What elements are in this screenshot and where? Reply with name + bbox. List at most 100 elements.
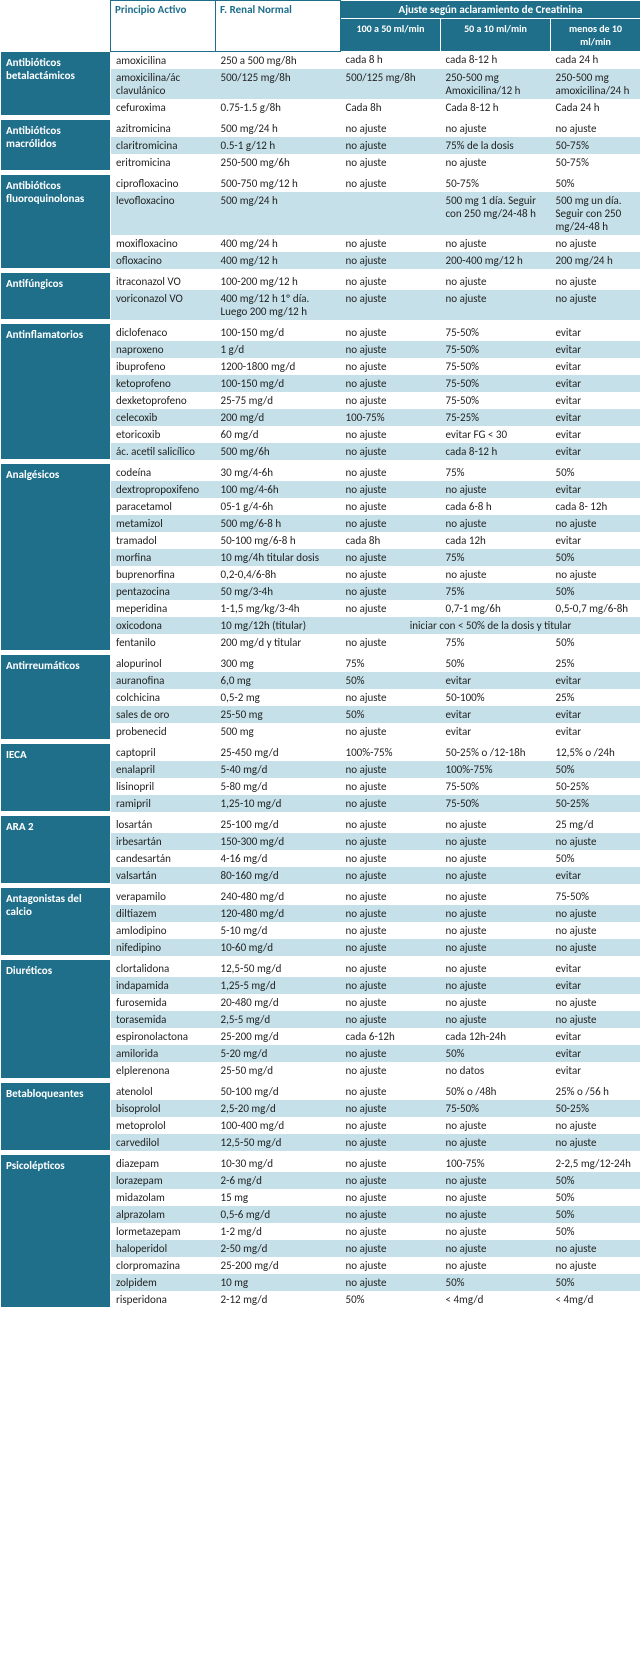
- dose-cell: no ajuste: [441, 977, 551, 994]
- dose-cell: no ajuste: [341, 252, 441, 269]
- dose-cell: no ajuste: [341, 761, 441, 778]
- dose-cell: 75-50%: [441, 1100, 551, 1117]
- renal-normal: 500-750 mg/12 h: [216, 175, 341, 192]
- dose-cell: cada 12h: [441, 532, 551, 549]
- dose-cell: evitar: [551, 723, 640, 740]
- renal-normal: 150-300 mg/d: [216, 833, 341, 850]
- renal-normal: 500 mg/24 h: [216, 192, 341, 235]
- table-row: Antibióticos betalactámicosamoxicilina25…: [1, 51, 640, 69]
- dose-cell: 200-400 mg/12 h: [441, 252, 551, 269]
- category-cell: Betabloqueantes: [1, 1083, 111, 1151]
- drug-name: midazolam: [111, 1189, 216, 1206]
- dose-cell: 75-50%: [441, 778, 551, 795]
- dose-cell: no ajuste: [341, 600, 441, 617]
- dose-cell: 50%: [441, 1274, 551, 1291]
- dose-cell: no ajuste: [341, 1117, 441, 1134]
- renal-normal: 5-20 mg/d: [216, 1045, 341, 1062]
- dose-cell: no ajuste: [441, 888, 551, 905]
- drug-name: furosemida: [111, 994, 216, 1011]
- dose-cell: evitar: [551, 443, 640, 460]
- dose-cell: cada 24 h: [551, 51, 640, 69]
- dose-cell: 50-25%: [551, 778, 640, 795]
- dose-cell: no ajuste: [551, 1134, 640, 1151]
- renal-normal: 20-480 mg/d: [216, 994, 341, 1011]
- header-principio: Principio Activo: [111, 1, 216, 52]
- dose-cell: no ajuste: [341, 1083, 441, 1100]
- drug-name: bisoprolol: [111, 1100, 216, 1117]
- renal-normal: 10 mg: [216, 1274, 341, 1291]
- dose-cell: no ajuste: [341, 1011, 441, 1028]
- drug-name: valsartán: [111, 867, 216, 884]
- drug-name: amlodipino: [111, 922, 216, 939]
- dose-cell: no ajuste: [441, 1117, 551, 1134]
- dose-cell: no ajuste: [551, 515, 640, 532]
- renal-normal: 1,25-5 mg/d: [216, 977, 341, 994]
- renal-normal: 2-50 mg/d: [216, 1240, 341, 1257]
- dose-cell: no ajuste: [341, 1062, 441, 1079]
- dose-cell: no ajuste: [551, 1240, 640, 1257]
- drug-name: nifedipino: [111, 939, 216, 956]
- dose-cell: 250-500 mg amoxicilina/24 h: [551, 69, 640, 99]
- renal-normal: 0,5-2 mg: [216, 689, 341, 706]
- dose-cell: no ajuste: [341, 154, 441, 171]
- dose-cell: no ajuste: [341, 867, 441, 884]
- dose-cell: 0,7-1 mg/6h: [441, 600, 551, 617]
- dose-cell: evitar: [551, 324, 640, 341]
- renal-normal: 10-60 mg/d: [216, 939, 341, 956]
- dose-cell: evitar: [551, 358, 640, 375]
- dose-cell: no ajuste: [341, 1274, 441, 1291]
- drug-name: ciprofloxacino: [111, 175, 216, 192]
- drug-name: claritromicina: [111, 137, 216, 154]
- drug-name: candesartán: [111, 850, 216, 867]
- drug-name: cefuroxima: [111, 99, 216, 116]
- drug-name: eritromicina: [111, 154, 216, 171]
- drug-name: diclofenaco: [111, 324, 216, 341]
- dose-cell: no ajuste: [341, 549, 441, 566]
- dose-cell: evitar: [551, 375, 640, 392]
- dose-cell: no ajuste: [341, 375, 441, 392]
- renal-normal: 0.5-1 g/12 h: [216, 137, 341, 154]
- drug-name: voriconazol VO: [111, 290, 216, 320]
- renal-normal: 300 mg: [216, 655, 341, 672]
- renal-normal: 5-40 mg/d: [216, 761, 341, 778]
- dose-cell: evitar: [441, 723, 551, 740]
- dose-cell: no ajuste: [551, 905, 640, 922]
- table-row: Diuréticosclortalidona12,5-50 mg/dno aju…: [1, 960, 640, 977]
- dose-cell: 50%: [441, 1045, 551, 1062]
- dose-cell: no ajuste: [341, 120, 441, 137]
- dose-cell: no ajuste: [441, 1189, 551, 1206]
- dose-cell: no ajuste: [341, 358, 441, 375]
- header-blank: [1, 1, 111, 19]
- drug-name: lisinopril: [111, 778, 216, 795]
- drug-name: zolpidem: [111, 1274, 216, 1291]
- renal-normal: 50 mg/3-4h: [216, 583, 341, 600]
- renal-normal: 100-150 mg/d: [216, 375, 341, 392]
- dose-cell: evitar: [551, 977, 640, 994]
- dose-cell: evitar: [551, 867, 640, 884]
- dose-cell: 75-50%: [441, 324, 551, 341]
- dose-cell: evitar FG < 30: [441, 426, 551, 443]
- dose-cell: no ajuste: [441, 120, 551, 137]
- renal-normal: 200 mg/d: [216, 409, 341, 426]
- renal-normal: 60 mg/d: [216, 426, 341, 443]
- dose-cell: 75-50%: [441, 795, 551, 812]
- drug-name: metoprolol: [111, 1117, 216, 1134]
- dose-cell: no ajuste: [441, 867, 551, 884]
- drug-name: amoxicilina/ác clavulánico: [111, 69, 216, 99]
- category-cell: Antibióticos fluoroquinolonas: [1, 175, 111, 269]
- table-row: IECAcaptopril25-450 mg/d100%-75%50-25% o…: [1, 744, 640, 761]
- drug-name: amoxicilina: [111, 51, 216, 69]
- header-menos-10: menos de 10 ml/min: [551, 19, 640, 52]
- dose-cell: 75-50%: [441, 341, 551, 358]
- dose-cell: no ajuste: [441, 290, 551, 320]
- drug-name: atenolol: [111, 1083, 216, 1100]
- renal-normal: 80-160 mg/d: [216, 867, 341, 884]
- drug-name: lorazepam: [111, 1172, 216, 1189]
- renal-normal: 100-400 mg/d: [216, 1117, 341, 1134]
- dose-cell: cada 8-12 h: [441, 51, 551, 69]
- dose-cell: no ajuste: [341, 235, 441, 252]
- dose-cell: 50%: [341, 672, 441, 689]
- dose-cell: 75-50%: [441, 392, 551, 409]
- dose-cell: 50%: [341, 706, 441, 723]
- dose-cell: no ajuste: [551, 939, 640, 956]
